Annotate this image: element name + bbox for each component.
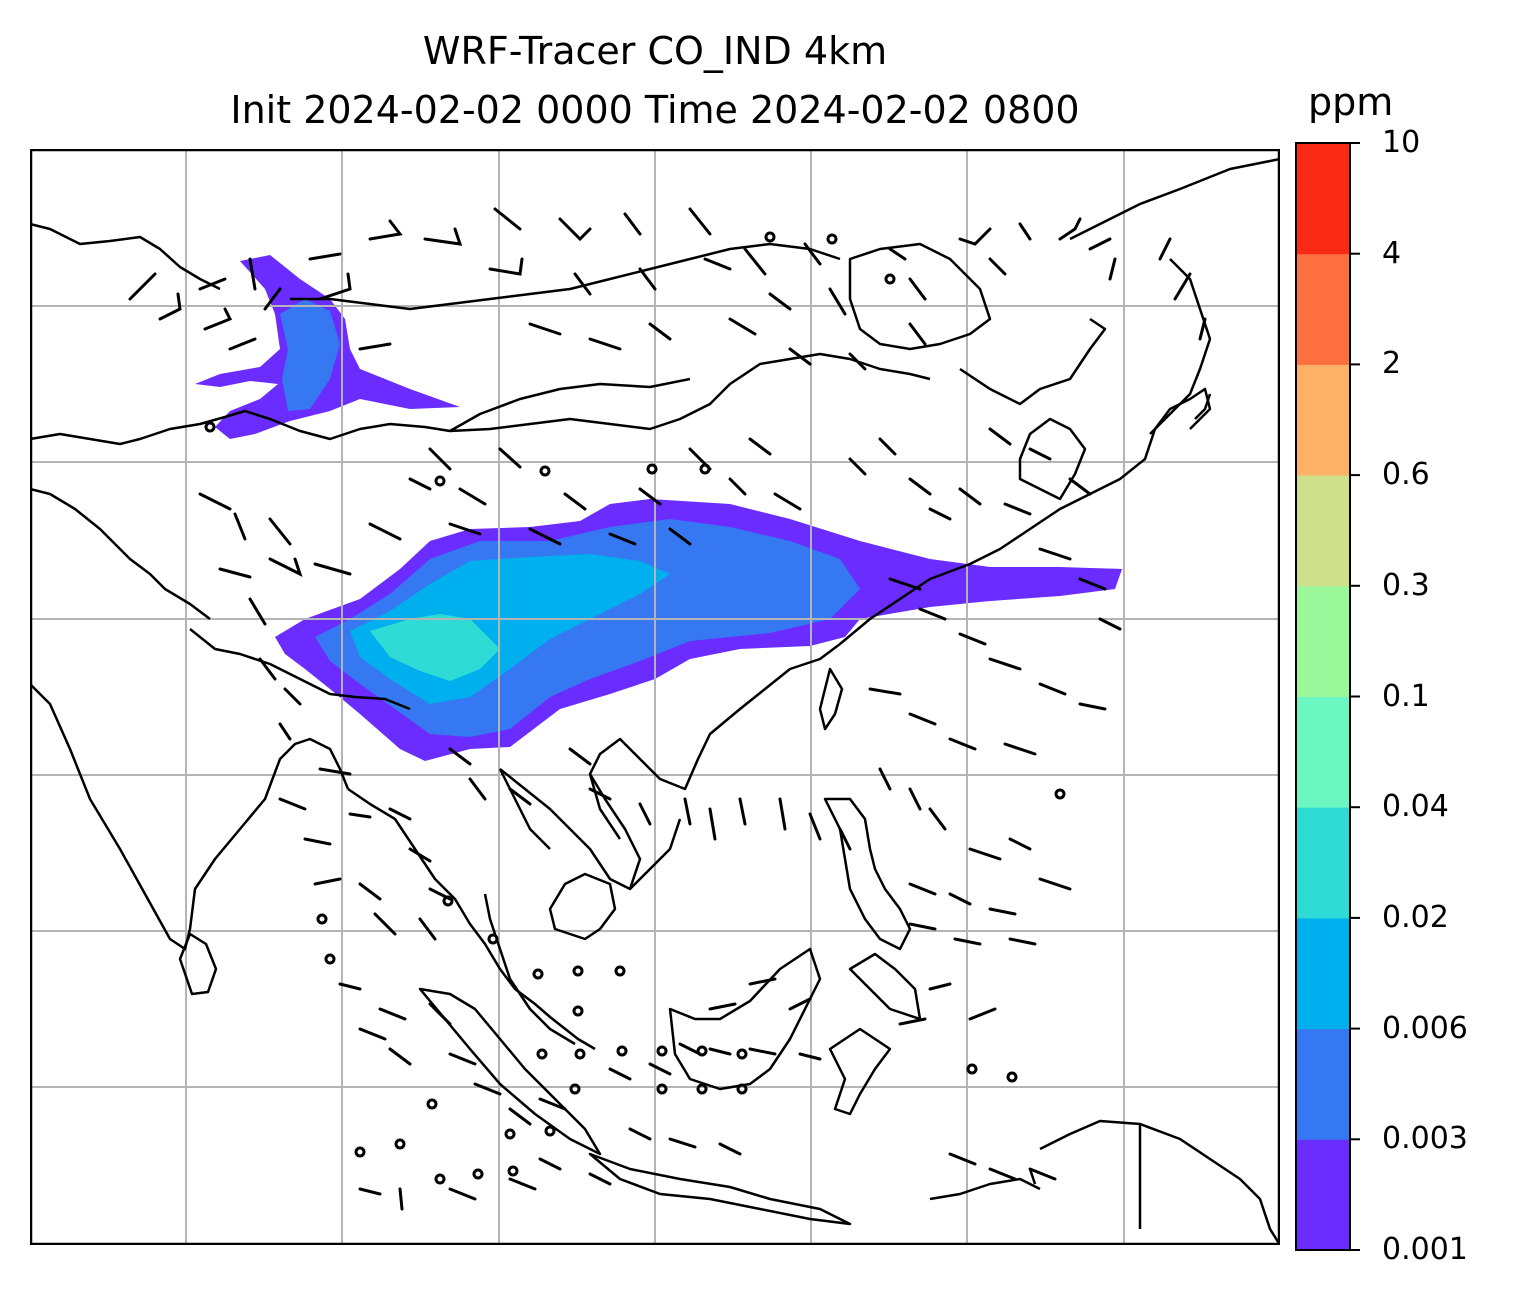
border-mongolia [449, 377, 691, 433]
colorbar-swatch [1296, 585, 1350, 697]
border-russia [290, 242, 841, 311]
colorbar-tick-label: 0.04 [1382, 789, 1449, 825]
coastline-bay-china [959, 317, 1107, 406]
coastline-gulf-thailand [548, 872, 617, 941]
border-pakistan [30, 487, 211, 620]
colorbar-tick-label: 4 [1382, 235, 1402, 271]
coastline-borneo [668, 947, 822, 1091]
coastline-philippines-luzon [823, 797, 912, 951]
coastline-java [588, 1152, 852, 1226]
coastline-philippines-south [848, 952, 922, 1021]
colorbar-tick-label: 0.003 [1382, 1121, 1468, 1157]
coastline-sumatra [418, 987, 602, 1156]
coastline-indochina [499, 643, 841, 891]
colorbar-swatch [1296, 917, 1350, 1030]
colorbar-tick-label: 10 [1382, 125, 1421, 160]
border-southeast [498, 768, 682, 890]
colorbar [1295, 142, 1360, 1251]
coastline-taiwan [818, 667, 844, 731]
border-india-china [189, 628, 411, 711]
colorbar-swatch [1296, 696, 1350, 808]
coastline-korea [1018, 417, 1087, 501]
colorbar-tick-label: 0.6 [1382, 457, 1430, 493]
colorbar-swatch [1296, 475, 1350, 587]
colorbar-unit-label: ppm [1308, 80, 1394, 124]
coastline-india-west [30, 683, 350, 951]
colorbar-ticks [1350, 142, 1360, 1251]
coastline-malay [483, 893, 576, 1046]
colorbar-swatch [1296, 253, 1350, 365]
colorbar-swatch [1296, 1028, 1350, 1140]
colorbar-tick-label: 0.1 [1382, 678, 1430, 714]
coastline-westasia [30, 222, 246, 446]
coastline-sulawesi [828, 1027, 892, 1116]
colorbar-tick-label: 0.02 [1382, 899, 1449, 935]
colorbar-tick-label: 0.3 [1382, 567, 1430, 603]
plume-east-tail [960, 567, 1122, 601]
gridlines [30, 149, 1280, 1245]
colorbar-swatch [1296, 1139, 1350, 1251]
tracer-plume-layer [195, 255, 1122, 761]
coastline-srilanka [178, 932, 218, 996]
coastline-lesser-sunda [929, 1168, 1041, 1201]
coastline-japan [1069, 157, 1280, 435]
coastline-bohai [848, 242, 992, 351]
colorbar-tick-label: 2 [1382, 346, 1402, 382]
colorbar-tick-label: 0.001 [1382, 1232, 1468, 1267]
figure-subtitle: Init 2024-02-02 0000 Time 2024-02-02 080… [230, 88, 1080, 132]
coastlines [30, 157, 1280, 1245]
colorbar-swatch [1296, 364, 1350, 476]
map-frame [30, 149, 1280, 1245]
colorbar-swatch [1296, 807, 1350, 919]
colorbar-swatches [1296, 143, 1350, 1251]
plume-main-core [370, 614, 500, 681]
coastline-new-guinea [1039, 1119, 1280, 1245]
border-central-asia [244, 352, 931, 441]
colorbar-tick-label: 0.006 [1382, 1010, 1468, 1046]
colorbar-swatch [1296, 143, 1350, 255]
figure-title: WRF-Tracer CO_IND 4km [422, 29, 888, 73]
plume-northwest-core [280, 299, 340, 411]
map-panel [30, 149, 1280, 1245]
coastline-southeast-asia [347, 787, 596, 1051]
wind-barbs [128, 207, 1207, 1211]
